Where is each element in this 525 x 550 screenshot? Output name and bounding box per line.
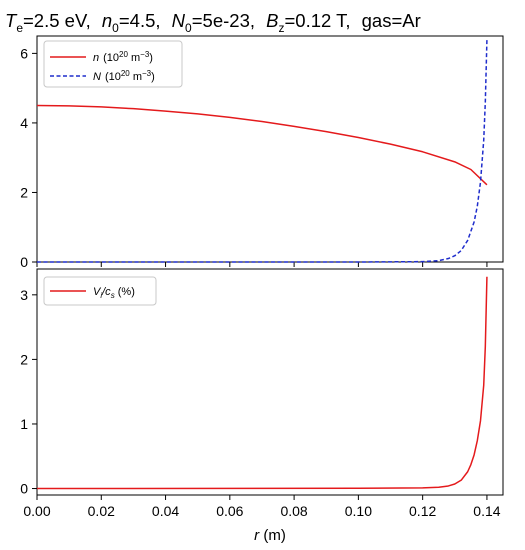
bottom-legend-box <box>43 276 157 306</box>
chart-title: Te=2.5 eV, n0=4.5, N0=5e-23, Bz=0.12 T, … <box>5 10 421 35</box>
top-series-line-1 <box>37 39 488 263</box>
bottom-y-tick-label: 2 <box>20 351 28 367</box>
x-tick-label: 0.00 <box>23 503 50 519</box>
top-plot-frame <box>36 35 504 263</box>
x-tick-label: 0.06 <box>216 503 243 519</box>
bottom-series-group <box>36 276 488 490</box>
top-series-line-0 <box>36 104 488 186</box>
legend-label-n: n (1020 m−3) <box>93 50 153 64</box>
bottom-y-tick-label: 3 <box>20 287 28 303</box>
bottom-series-line-0 <box>36 276 488 490</box>
top-x-axis <box>36 262 488 267</box>
top-y-tick-label: 6 <box>20 45 28 61</box>
top-y-tick-label: 2 <box>20 184 28 200</box>
top-y-axis: 0 2 4 6 <box>20 45 37 270</box>
x-axis-label: r (m) <box>254 527 286 544</box>
x-tick-label: 0.14 <box>473 503 500 519</box>
top-plot-panel: 0 2 4 6 n (1020 m−3) N (1020 m−3) <box>20 35 504 270</box>
x-tick-label: 0.10 <box>345 503 372 519</box>
top-y-tick-label: 4 <box>20 115 28 131</box>
bottom-plot-frame <box>36 268 504 496</box>
x-tick-label: 0.08 <box>280 503 307 519</box>
bottom-legend: Vi/cs (%) <box>43 276 157 306</box>
legend-label-vi: Vi/cs (%) <box>93 286 135 300</box>
bottom-x-axis: 0.00 0.02 0.04 0.06 0.08 0.10 0.12 0.14 <box>23 495 501 519</box>
bottom-y-tick-label: 1 <box>20 416 28 432</box>
top-series-group <box>36 39 488 263</box>
x-tick-label: 0.02 <box>88 503 115 519</box>
bottom-y-axis: 0 1 2 3 <box>20 287 37 497</box>
bottom-plot-panel: 0 1 2 3 0.00 0.02 0.04 0.06 0.08 0.10 0.12 0.14 Vi… <box>20 268 504 544</box>
top-y-tick-label: 0 <box>20 254 28 270</box>
top-legend: n (1020 m−3) N (1020 m−3) <box>43 40 183 88</box>
x-tick-label: 0.04 <box>152 503 179 519</box>
legend-label-N: N (1020 m−3) <box>93 69 155 83</box>
x-tick-label: 0.12 <box>409 503 436 519</box>
bottom-y-tick-label: 0 <box>20 481 28 497</box>
